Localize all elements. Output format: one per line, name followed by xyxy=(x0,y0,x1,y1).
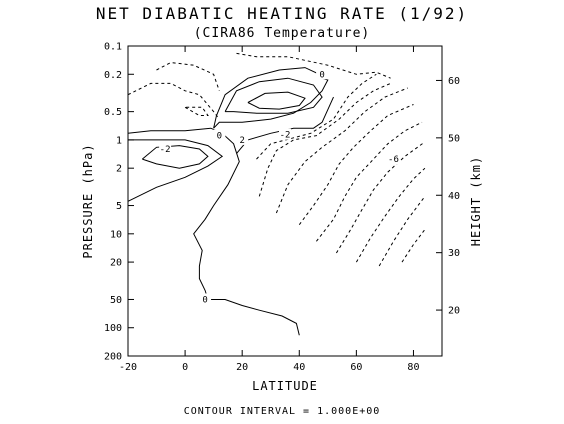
x-tick-label: 20 xyxy=(236,362,248,373)
y2-tick-label: 50 xyxy=(448,133,460,144)
chart-subtitle: (CIRA86 Temperature) xyxy=(193,26,371,41)
x-tick-label: 60 xyxy=(350,362,362,373)
contour-line xyxy=(127,82,220,120)
contour-label: -6 xyxy=(388,155,399,165)
y2-tick-label: 60 xyxy=(448,76,460,87)
y-tick-label: 10 xyxy=(110,229,122,240)
contour-line xyxy=(401,229,426,263)
contour-line xyxy=(378,196,426,267)
contour-label-bg xyxy=(279,128,291,140)
x-tick-label: 0 xyxy=(182,362,188,373)
contour-lines xyxy=(127,52,426,336)
contour-label: 0 xyxy=(319,70,324,80)
contour-line xyxy=(141,145,209,169)
plot-frame xyxy=(127,45,443,357)
x-tick-label: -20 xyxy=(119,362,137,373)
contour-line xyxy=(224,77,323,114)
contour-label-bg xyxy=(387,153,400,165)
x-axis-label: LATITUDE xyxy=(252,379,318,393)
contour-line xyxy=(275,87,408,214)
contour-labels: 0 -2 2 0 -2 -6 0 xyxy=(159,68,400,305)
contour-line xyxy=(335,141,426,254)
contour-line xyxy=(236,52,391,79)
y-tick-label: 50 xyxy=(110,295,122,306)
contour-label-bg xyxy=(159,143,172,155)
contour-line xyxy=(256,73,377,160)
x-tick-label: 40 xyxy=(293,362,305,373)
contour-line xyxy=(236,96,334,154)
contour-line xyxy=(127,127,300,336)
y2-tick-label: 20 xyxy=(448,306,460,317)
contour-line xyxy=(355,167,426,263)
contour-label: 0 xyxy=(202,295,207,305)
y-tick-label: 0.2 xyxy=(104,70,122,81)
contour-line xyxy=(213,67,329,129)
contour-line xyxy=(127,139,224,202)
y-tick-label: 100 xyxy=(104,323,122,334)
y-tick-label: 5 xyxy=(116,201,122,212)
contour-line xyxy=(258,82,391,197)
contour-line xyxy=(316,121,423,242)
contour-label: -2 xyxy=(160,145,171,155)
contour-line xyxy=(184,106,209,116)
y2-axis-label: HEIGHT (km) xyxy=(469,156,483,246)
contour-label: 0 xyxy=(217,132,222,142)
contour-label-bg xyxy=(316,68,329,80)
x-tick-label: 80 xyxy=(407,362,419,373)
contour-label: 2 xyxy=(239,136,244,146)
contour-label: -2 xyxy=(280,131,291,141)
contour-label-bg xyxy=(213,129,226,141)
y-tick-label: 0.5 xyxy=(104,107,122,118)
chart-title: NET DIABATIC HEATING RATE (1/92) xyxy=(95,4,469,23)
y-tick-label: 1 xyxy=(116,135,122,146)
y-tick-label: 20 xyxy=(110,258,122,269)
y-axis-label: PRESSURE (hPa) xyxy=(81,143,95,258)
y-tick-label: 0.1 xyxy=(104,42,122,53)
contour-label-bg xyxy=(236,133,249,145)
y-tick-label: 2 xyxy=(116,164,122,175)
axis-ticks: -20 0 20 40 60 800.10.20.51251020501002002030… xyxy=(104,42,460,374)
y2-tick-label: 40 xyxy=(448,191,460,202)
y2-tick-label: 30 xyxy=(448,248,460,259)
y-tick-label: 200 xyxy=(104,352,122,363)
contour-line xyxy=(156,61,220,91)
contour-line xyxy=(247,91,306,110)
contour-interval-note: CONTOUR INTERVAL = 1.000E+00 xyxy=(183,406,381,417)
contour-label-bg xyxy=(199,293,212,305)
